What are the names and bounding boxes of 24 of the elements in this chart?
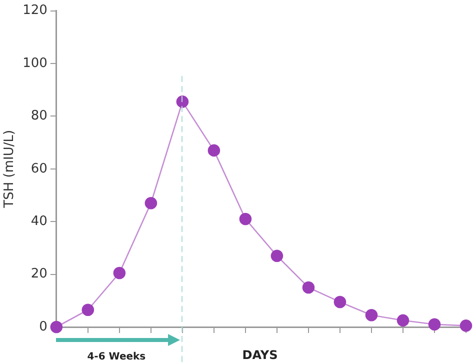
- point: [208, 144, 220, 157]
- y-tick-label: 120: [22, 3, 48, 18]
- point: [144, 197, 158, 210]
- point: [239, 212, 252, 226]
- y-tick-label: 40: [30, 214, 48, 229]
- point: [82, 304, 94, 316]
- point: [428, 318, 441, 331]
- point: [270, 250, 284, 262]
- text: 4-6 Weeks: [87, 352, 146, 363]
- point: [50, 320, 63, 334]
- y-axis-title: TSH (mIU/L): [2, 130, 18, 209]
- y-tick-label: 100: [22, 56, 48, 71]
- point: [302, 281, 315, 294]
- point: [113, 266, 126, 280]
- point: [396, 314, 410, 327]
- y-tick-label: 60: [30, 161, 48, 176]
- point: [460, 320, 472, 332]
- point: [365, 308, 378, 322]
- point: [176, 96, 189, 108]
- point: [334, 296, 346, 308]
- y-tick-label: 80: [30, 108, 48, 124]
- y-tick-label: 0: [39, 319, 48, 334]
- x-axis-title: DAYS: [242, 348, 278, 362]
- y-tick-label: 20: [30, 266, 48, 282]
